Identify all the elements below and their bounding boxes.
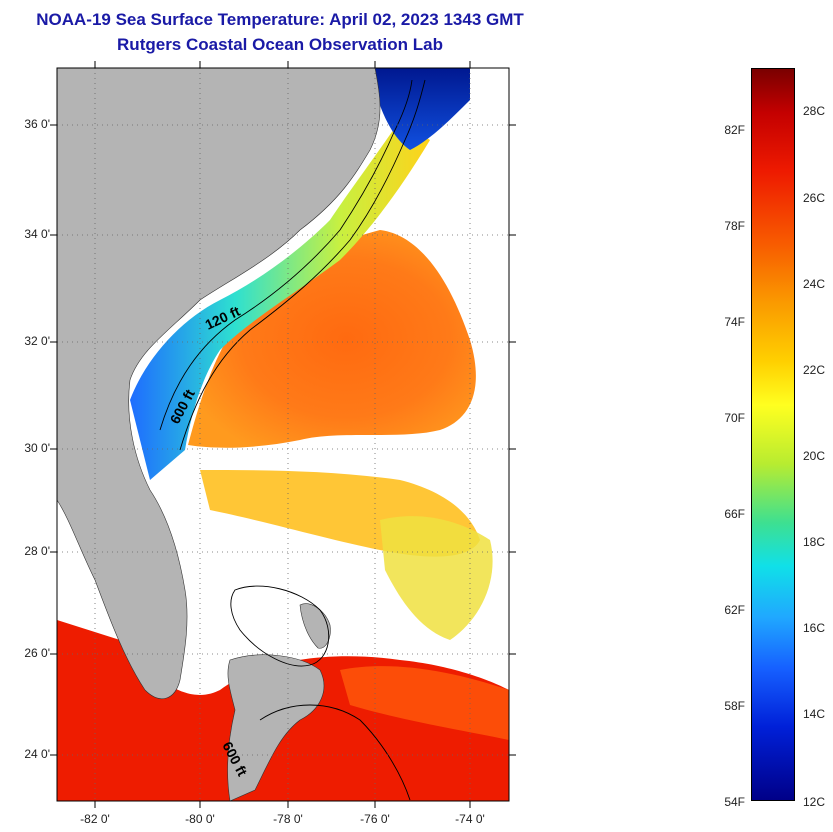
isobath-bahamas — [230, 585, 330, 667]
lat-label: 30 0' — [24, 441, 50, 455]
colorbar-celsius-label: 16C — [803, 621, 826, 635]
warm-band-east — [380, 516, 493, 640]
gulf-stream-region — [188, 230, 476, 448]
colorbar-celsius-label: 26C — [803, 191, 826, 205]
map-subtitle: Rutgers Coastal Ocean Observation Lab — [117, 35, 443, 54]
map-frame — [56, 67, 510, 802]
colorbar-fahrenheit-label: 54F — [724, 795, 745, 809]
lat-label: 36 0' — [24, 117, 50, 131]
colorbar-celsius-label: 14C — [803, 707, 826, 721]
lon-label: -82 0' — [80, 812, 110, 826]
land-mass — [57, 68, 381, 699]
lat-label: 24 0' — [24, 747, 50, 761]
colorbar-fahrenheit-label: 62F — [724, 603, 745, 617]
colorbar-fahrenheit-label: 70F — [724, 411, 745, 425]
colorbar-fahrenheit-label: 66F — [724, 507, 745, 521]
colorbar-fahrenheit-label: 78F — [724, 219, 745, 233]
lat-label: 28 0' — [24, 544, 50, 558]
axis-ticks — [50, 61, 516, 808]
map-title: NOAA-19 Sea Surface Temperature: April 0… — [36, 10, 524, 29]
isobath-120ft — [159, 79, 413, 431]
lon-label: -74 0' — [455, 812, 485, 826]
graticule — [57, 68, 509, 801]
lon-label: -78 0' — [273, 812, 303, 826]
colorbar-celsius-label: 28C — [803, 104, 826, 118]
colorbar-fahrenheit-label: 58F — [724, 699, 745, 713]
southern-orange — [340, 666, 509, 740]
colorbar-celsius-label: 20C — [803, 449, 826, 463]
isobath-600ft — [179, 79, 426, 451]
temperature-colorbar — [751, 68, 795, 801]
lat-label: 34 0' — [24, 227, 50, 241]
lat-label: 32 0' — [24, 334, 50, 348]
lat-label: 26 0' — [24, 646, 50, 660]
colorbar-fahrenheit-label: 74F — [724, 315, 745, 329]
lon-label: -80 0' — [185, 812, 215, 826]
colorbar-celsius-label: 24C — [803, 277, 826, 291]
colorbar-celsius-label: 12C — [803, 795, 826, 809]
cold-northern-water — [375, 68, 470, 150]
colorbar-fahrenheit-label: 82F — [724, 123, 745, 137]
shelf-water — [130, 120, 430, 480]
colorbar-celsius-label: 18C — [803, 535, 826, 549]
colorbar-celsius-label: 22C — [803, 363, 826, 377]
isobath-cuba — [259, 704, 411, 801]
lon-label: -76 0' — [360, 812, 390, 826]
